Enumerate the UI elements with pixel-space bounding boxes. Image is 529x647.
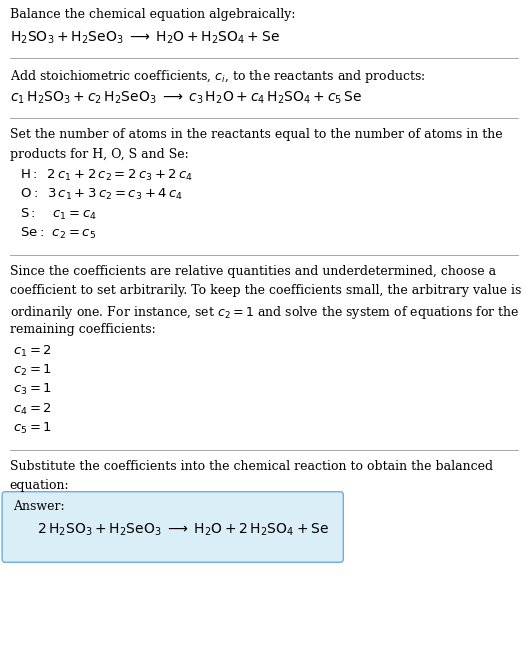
Text: $c_5 = 1$: $c_5 = 1$ — [13, 421, 52, 436]
Text: $\mathrm{Se:}\;\, c_2 = c_5$: $\mathrm{Se:}\;\, c_2 = c_5$ — [20, 226, 96, 241]
Text: $\mathrm{S:}\;\;\;\; c_1 = c_4$: $\mathrm{S:}\;\;\;\; c_1 = c_4$ — [20, 207, 97, 222]
Text: $\mathrm{O:}\;\; 3\,c_1 + 3\,c_2 = c_3 + 4\,c_4$: $\mathrm{O:}\;\; 3\,c_1 + 3\,c_2 = c_3 +… — [20, 188, 183, 203]
Text: $c_4 = 2$: $c_4 = 2$ — [13, 402, 52, 417]
Text: $\mathrm{H:}\;\;  2\,c_1 + 2\,c_2 = 2\,c_3 + 2\,c_4$: $\mathrm{H:}\;\; 2\,c_1 + 2\,c_2 = 2\,c_… — [20, 168, 193, 183]
Text: Substitute the coefficients into the chemical reaction to obtain the balanced: Substitute the coefficients into the che… — [10, 460, 492, 473]
Text: $\mathrm{H_2SO_3 + H_2SeO_3 \;\longrightarrow\; H_2O + H_2SO_4 + Se}$: $\mathrm{H_2SO_3 + H_2SeO_3 \;\longright… — [10, 29, 279, 45]
Text: $c_1 = 2$: $c_1 = 2$ — [13, 344, 52, 358]
Text: Answer:: Answer: — [13, 500, 65, 513]
Text: $2\,\mathrm{H_2SO_3} + \mathrm{H_2SeO_3} \;\longrightarrow\; \mathrm{H_2O} + 2\,: $2\,\mathrm{H_2SO_3} + \mathrm{H_2SeO_3}… — [37, 521, 329, 538]
FancyBboxPatch shape — [2, 492, 343, 562]
Text: remaining coefficients:: remaining coefficients: — [10, 324, 156, 336]
Text: Add stoichiometric coefficients, $c_i$, to the reactants and products:: Add stoichiometric coefficients, $c_i$, … — [10, 68, 425, 85]
Text: Set the number of atoms in the reactants equal to the number of atoms in the: Set the number of atoms in the reactants… — [10, 128, 502, 141]
Text: $c_3 = 1$: $c_3 = 1$ — [13, 382, 52, 397]
Text: Balance the chemical equation algebraically:: Balance the chemical equation algebraica… — [10, 8, 295, 21]
Text: equation:: equation: — [10, 479, 69, 492]
Text: products for H, O, S and Se:: products for H, O, S and Se: — [10, 148, 188, 160]
Text: Since the coefficients are relative quantities and underdetermined, choose a: Since the coefficients are relative quan… — [10, 265, 496, 278]
Text: ordinarily one. For instance, set $c_2 = 1$ and solve the system of equations fo: ordinarily one. For instance, set $c_2 =… — [10, 304, 519, 321]
Text: coefficient to set arbitrarily. To keep the coefficients small, the arbitrary va: coefficient to set arbitrarily. To keep … — [10, 285, 521, 298]
Text: $c_2 = 1$: $c_2 = 1$ — [13, 363, 52, 378]
Text: $c_1\,\mathrm{H_2SO_3} + c_2\,\mathrm{H_2SeO_3} \;\longrightarrow\; c_3\,\mathrm: $c_1\,\mathrm{H_2SO_3} + c_2\,\mathrm{H_… — [10, 89, 362, 105]
